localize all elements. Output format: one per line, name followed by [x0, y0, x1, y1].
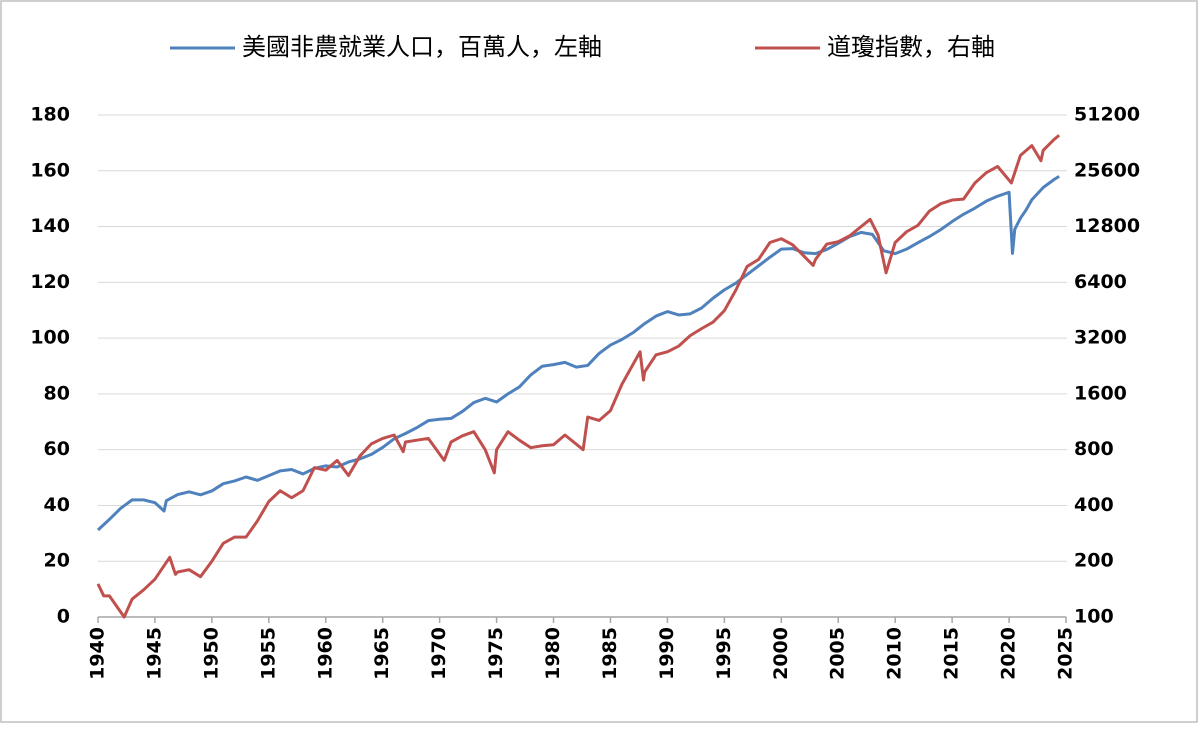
x-tick-label: 2005 [827, 627, 849, 680]
x-tick-label: 1985 [599, 627, 621, 680]
y2-tick-label: 12800 [1074, 215, 1140, 237]
y2-tick-label: 100 [1074, 606, 1114, 628]
y-tick-label: 160 [30, 159, 70, 181]
x-tick-label: 1960 [314, 627, 336, 680]
legend-label: 道瓊指數，右軸 [827, 33, 995, 61]
y-tick-label: 60 [44, 438, 70, 460]
y2-tick-label: 3200 [1074, 327, 1127, 349]
y2-tick-label: 800 [1074, 438, 1114, 460]
y-tick-label: 40 [44, 494, 70, 516]
y-tick-label: 80 [44, 382, 70, 404]
y2-tick-label: 400 [1074, 494, 1114, 516]
y-tick-label: 100 [30, 327, 70, 349]
series-line [96, 175, 1060, 532]
y-tick-label: 20 [44, 550, 70, 572]
x-tick-label: 2020 [998, 627, 1020, 680]
y2-tick-label: 6400 [1074, 271, 1127, 293]
x-tick-label: 1950 [200, 627, 222, 680]
y-tick-label: 180 [30, 104, 70, 126]
x-tick-label: 2000 [770, 627, 792, 680]
y-tick-label: 120 [30, 271, 70, 293]
x-tick-label: 2010 [884, 627, 906, 680]
x-tick-label: 1965 [371, 627, 393, 680]
y2-tick-label: 1600 [1074, 382, 1127, 404]
y2-tick-label: 200 [1074, 550, 1114, 572]
legend-label: 美國非農就業人口，百萬人，左軸 [242, 33, 602, 61]
x-tick-label: 2015 [941, 627, 963, 680]
x-tick-label: 1970 [428, 627, 450, 680]
y-tick-label: 0 [57, 606, 70, 628]
x-tick-label: 2025 [1055, 627, 1077, 680]
x-tick-label: 1955 [257, 627, 279, 680]
x-tick-label: 1995 [713, 627, 735, 680]
x-tick-label: 1975 [485, 627, 507, 680]
x-tick-label: 1990 [656, 627, 678, 680]
x-tick-label: 1945 [143, 627, 165, 680]
series-line [96, 134, 1061, 619]
y2-tick-label: 25600 [1074, 159, 1140, 181]
x-tick-label: 1980 [542, 627, 564, 680]
y-tick-label: 140 [30, 215, 70, 237]
x-tick-label: 1940 [87, 627, 109, 680]
y2-tick-label: 51200 [1074, 104, 1140, 126]
